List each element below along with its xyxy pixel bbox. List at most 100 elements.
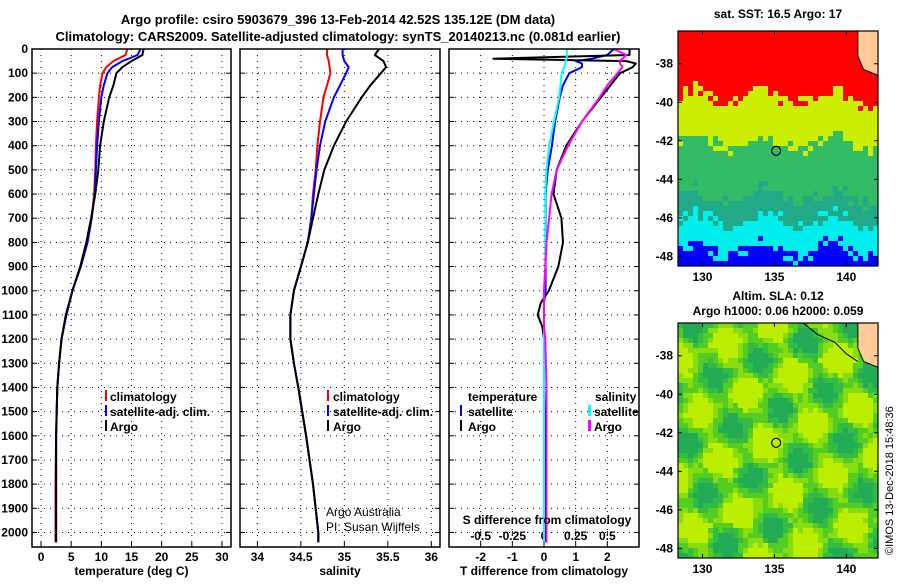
map-cell [773,373,778,378]
map-cell [683,548,688,553]
map-cell [698,508,703,513]
map-cell [798,206,803,211]
map-cell [788,533,793,538]
map-cell [728,553,733,558]
map-cell [723,358,728,363]
map-cell [853,36,858,41]
map-cell [873,443,878,448]
map-cell [698,478,703,483]
map-cell [783,473,788,478]
map-cell [688,433,693,438]
map-cell [793,483,798,488]
legend-swatch-climatology [105,390,107,401]
map-cell [858,231,863,236]
map-cell [698,236,703,241]
map-cell [838,166,843,171]
map-cell [823,131,828,136]
map-cell [738,533,743,538]
map-cell [808,31,813,36]
map-cell [828,251,833,256]
map-cell [678,66,683,71]
map-cell [798,251,803,256]
map-cell [773,328,778,333]
map-cell [688,503,693,508]
map-cell [738,206,743,211]
map-cell [733,403,738,408]
map-cell [853,433,858,438]
map-cell [753,71,758,76]
map-cell [823,251,828,256]
map-cell [798,256,803,261]
map-cell [728,458,733,463]
map-cell [678,151,683,156]
map-cell [718,116,723,121]
map-cell [688,71,693,76]
map-cell [873,251,878,256]
map-cell [843,166,848,171]
map-cell [693,246,698,251]
map-cell [853,538,858,543]
map-cell [753,493,758,498]
map-cell [738,181,743,186]
map-cell [778,196,783,201]
map-cell [858,463,863,468]
map-cell [833,211,838,216]
map-cell [848,91,853,96]
map-cell [808,251,813,256]
map-cell [813,66,818,71]
map-cell [828,433,833,438]
map-cell [758,126,763,131]
map-cell [868,176,873,181]
map-cell [793,151,798,156]
map-cell [868,468,873,473]
lat-tick-label: -46 [656,211,674,225]
map-cell [733,388,738,393]
map-cell [708,468,713,473]
map-cell [763,61,768,66]
map-cell [773,236,778,241]
map-cell [718,383,723,388]
y-tick-label: 600 [8,187,28,201]
map-cell [808,428,813,433]
map-cell [873,533,878,538]
map-cell [753,353,758,358]
map-cell [768,86,773,91]
map-cell [713,251,718,256]
map-cell [683,493,688,498]
map-cell [838,533,843,538]
map-cell [798,31,803,36]
map-cell [788,528,793,533]
map-cell [753,438,758,443]
map-cell [838,518,843,523]
map-cell [713,151,718,156]
map-cell [763,91,768,96]
map-cell [753,423,758,428]
map-cell [823,191,828,196]
title-line-2: Climatology: CARS2009. Satellite-adjuste… [56,29,621,44]
map-cell [778,433,783,438]
map-cell [733,41,738,46]
map-cell [778,176,783,181]
map-cell [753,176,758,181]
map-cell [768,328,773,333]
map-cell [768,176,773,181]
map-cell [783,363,788,368]
map-cell [868,368,873,373]
map-cell [693,206,698,211]
map-cell [688,548,693,553]
map-cell [723,66,728,71]
map-cell [693,493,698,498]
map-cell [818,126,823,131]
map-cell [693,433,698,438]
map-cell [798,221,803,226]
map-cell [748,51,753,56]
map-cell [733,473,738,478]
map-cell [693,171,698,176]
map-cell [723,388,728,393]
map-cell [688,488,693,493]
map-cell [733,176,738,181]
map-cell [858,171,863,176]
map-cell [678,121,683,126]
map-cell [823,438,828,443]
map-cell [758,463,763,468]
